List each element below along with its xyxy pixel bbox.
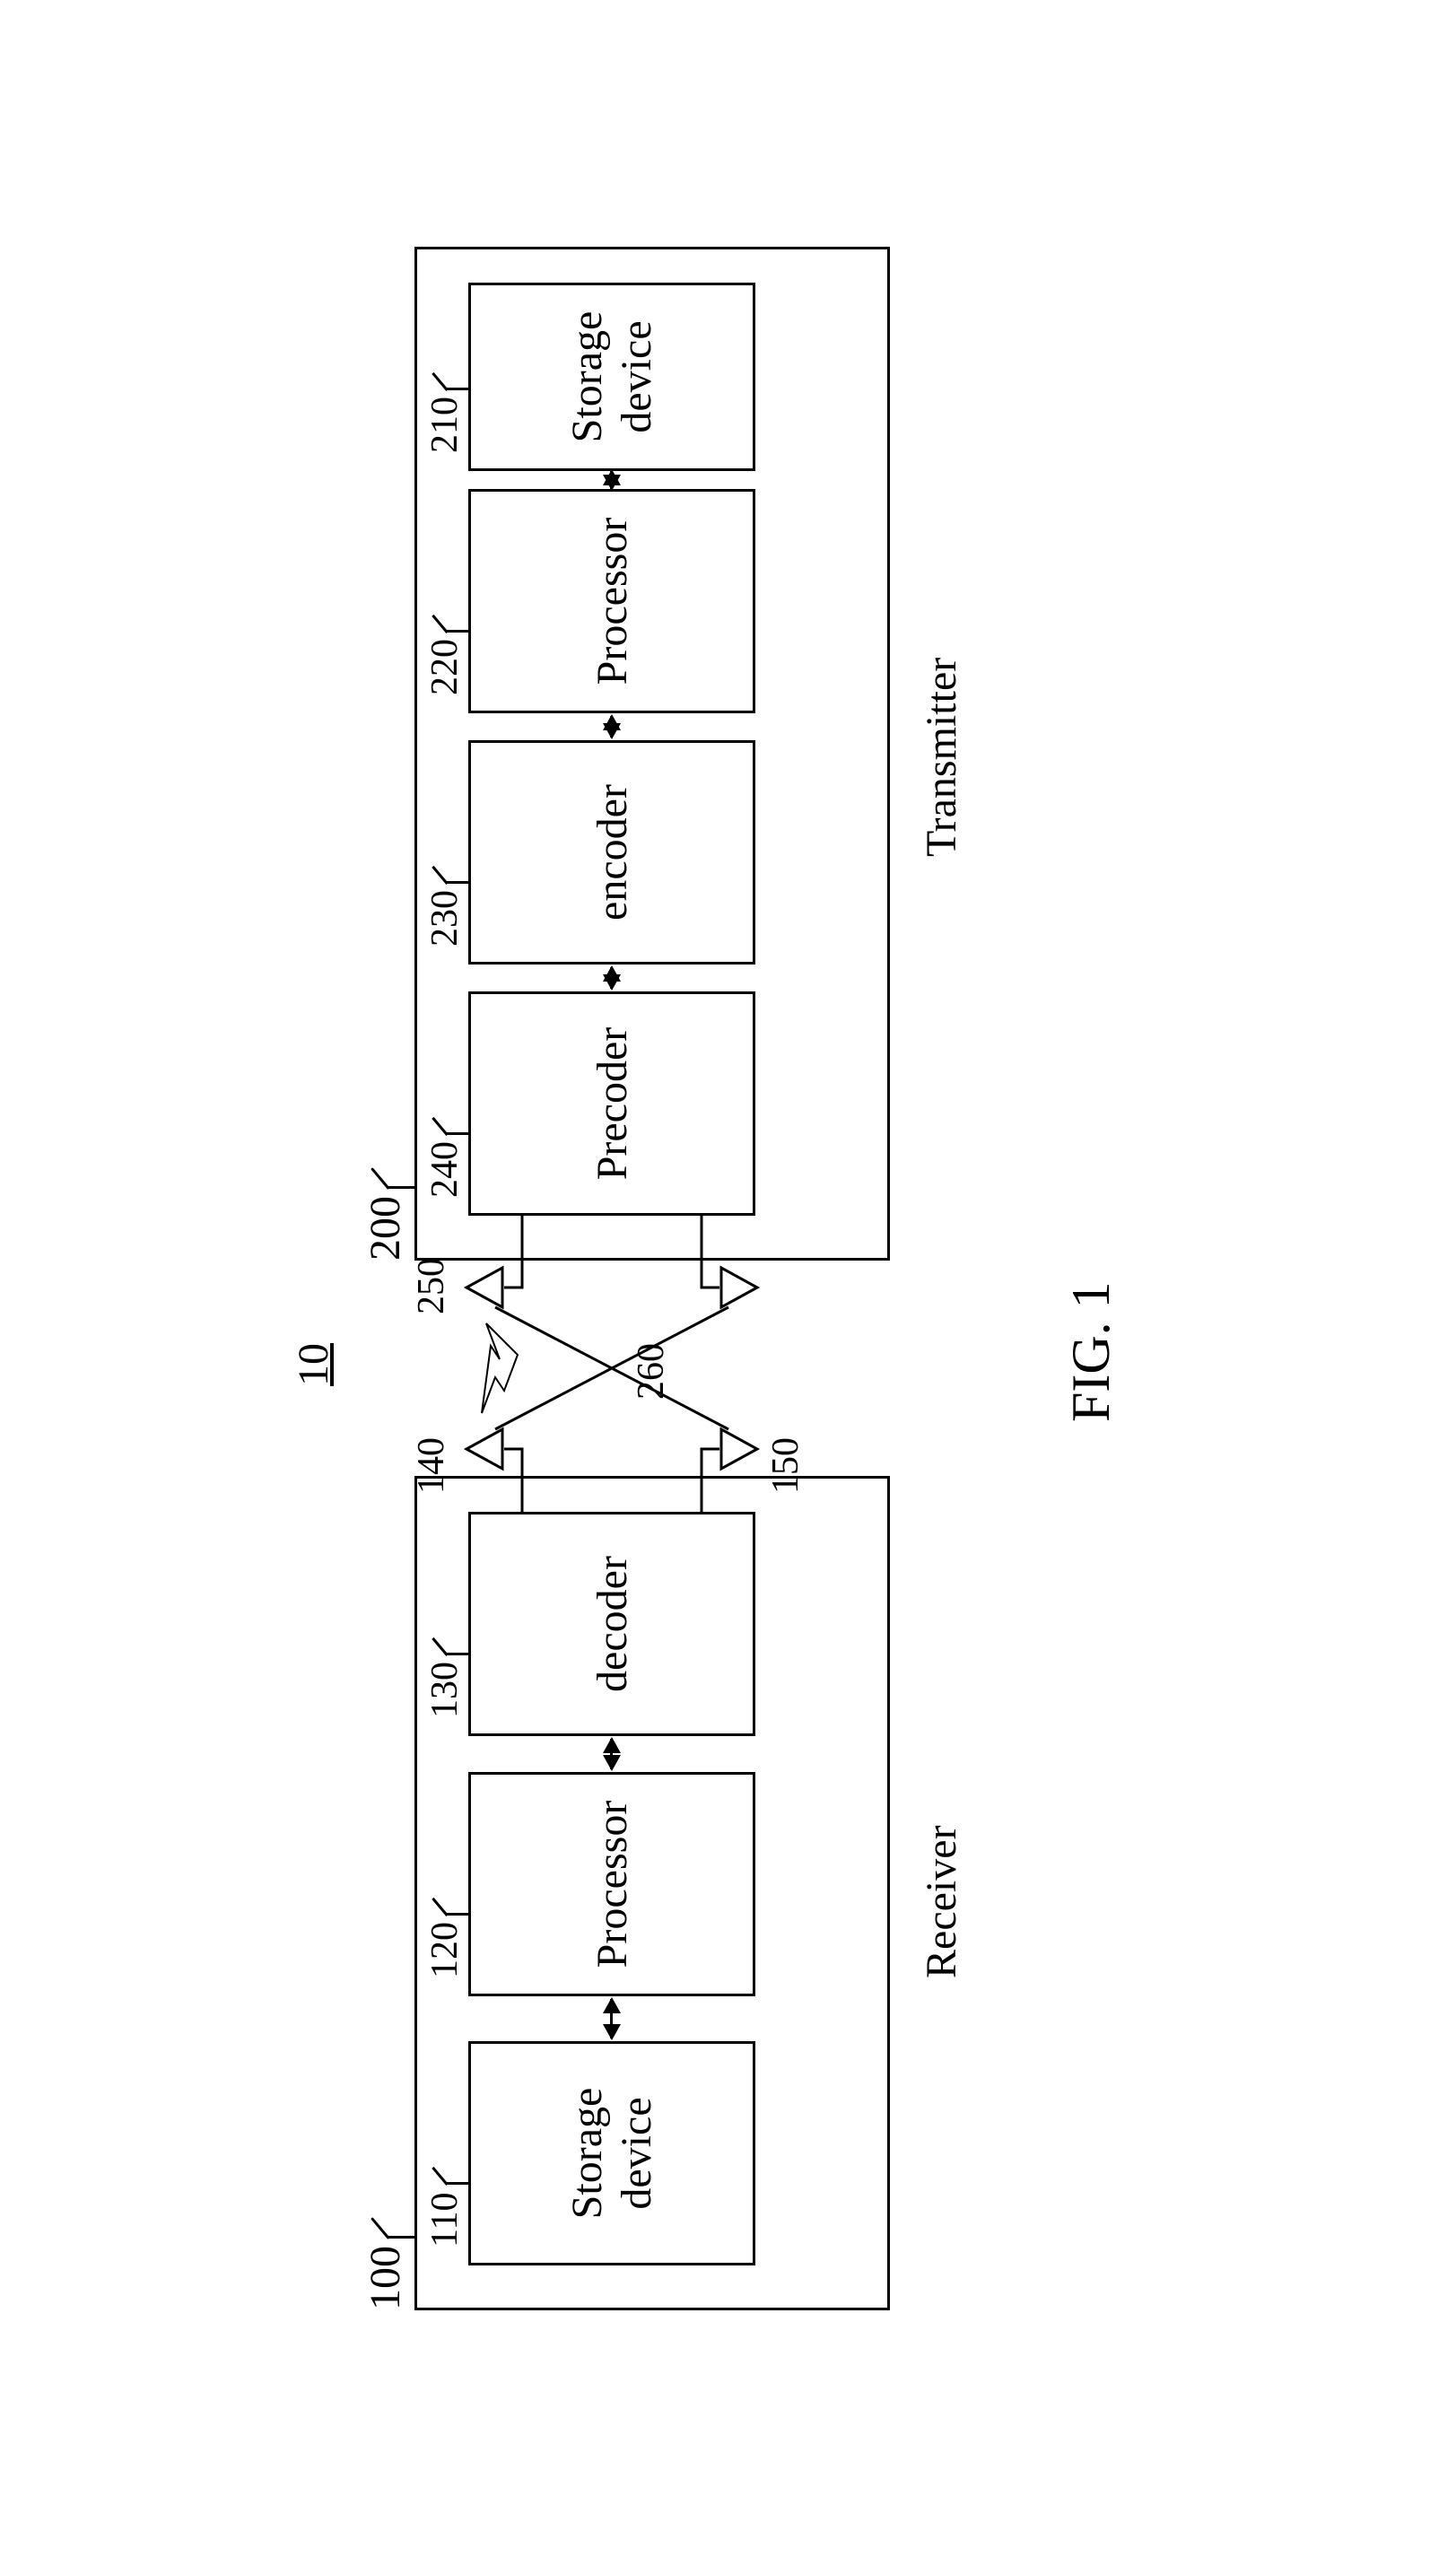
bi-arrow: [610, 967, 613, 989]
bi-arrow: [610, 471, 613, 489]
lead-line: [388, 2236, 414, 2239]
antenna-ref: 140: [410, 1437, 453, 1494]
lead-line: [446, 881, 468, 884]
block-ref: 130: [423, 1662, 466, 1718]
transmitter-title: Transmitter: [917, 658, 966, 857]
block-label: Storage device: [562, 311, 661, 443]
storage-device-block-rx: Storage device: [468, 2041, 755, 2265]
processor-block-tx: Processor: [468, 489, 755, 713]
lead-line: [446, 1913, 468, 1916]
page: 10 100 Receiver 200 Transmitter Storage …: [0, 0, 1456, 2575]
antenna-ref: 260: [630, 1343, 673, 1400]
lead-line: [388, 1186, 414, 1189]
block-ref: 240: [423, 1141, 466, 1198]
block-label: Storage device: [562, 2088, 661, 2220]
processor-block-rx: Processor: [468, 1772, 755, 1996]
lead-line: [446, 2182, 468, 2185]
block-label: decoder: [587, 1556, 636, 1692]
figure-caption: FIG. 1: [1060, 1281, 1122, 1422]
lead-line: [446, 1132, 468, 1135]
lead-line: [446, 388, 468, 390]
decoder-block: decoder: [468, 1512, 755, 1736]
precoder-block: Precoder: [468, 991, 755, 1216]
block-ref: 220: [423, 639, 466, 695]
block-ref: 110: [423, 2193, 466, 2248]
diagram-rotated-wrapper: 10 100 Receiver 200 Transmitter Storage …: [235, 211, 1222, 2364]
antenna-ref: 150: [764, 1437, 807, 1494]
receiver-title: Receiver: [917, 1825, 966, 1978]
antenna-ref: 250: [410, 1258, 453, 1314]
block-ref: 230: [423, 890, 466, 947]
block-diagram: 10 100 Receiver 200 Transmitter Storage …: [235, 211, 1222, 2364]
lead-hook: [371, 1167, 390, 1190]
bi-arrow: [610, 1999, 613, 2038]
block-ref: 210: [423, 397, 466, 453]
block-ref: 120: [423, 1922, 466, 1978]
transmitter-ref-label: 200: [361, 1196, 410, 1261]
system-id-label: 10: [289, 1343, 338, 1386]
lead-line: [446, 1653, 468, 1655]
bi-arrow: [610, 1739, 613, 1769]
bi-arrow: [610, 716, 613, 738]
block-label: Precoder: [587, 1027, 636, 1181]
lead-line: [446, 630, 468, 633]
receiver-ref-label: 100: [361, 2246, 410, 2310]
lead-hook: [371, 2217, 390, 2239]
encoder-block: encoder: [468, 740, 755, 965]
storage-device-block-tx: Storage device: [468, 283, 755, 471]
block-label: Processor: [587, 1801, 636, 1968]
block-label: encoder: [587, 784, 636, 921]
block-label: Processor: [587, 518, 636, 685]
